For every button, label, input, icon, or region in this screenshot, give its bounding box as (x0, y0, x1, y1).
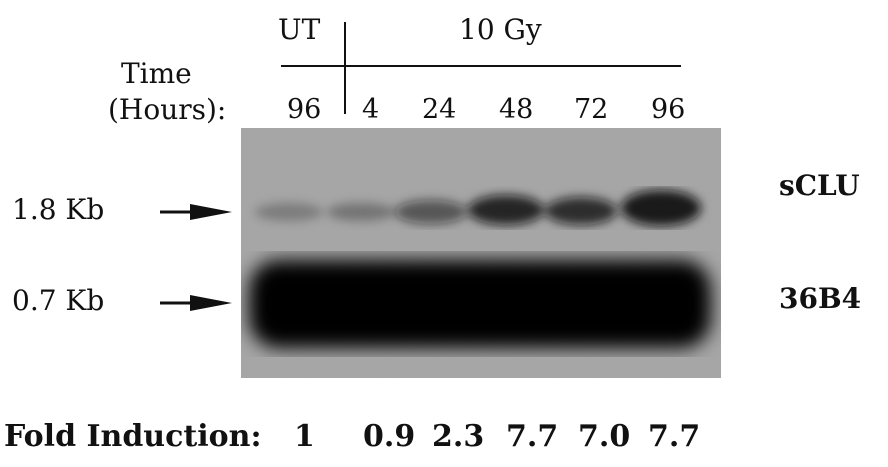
fold-value-4: 7.7 (506, 419, 559, 454)
lane-time-4: 48 (499, 94, 534, 125)
lane-time-3: 24 (422, 94, 457, 125)
fold-value-2: 0.9 (363, 419, 416, 454)
fold-value-5: 7.0 (578, 419, 631, 454)
fold-value-1: 1 (294, 419, 315, 454)
untreated-label: UT (278, 13, 321, 46)
time-label: Time (121, 57, 192, 90)
header-underline (281, 65, 681, 67)
fold-value-3: 2.3 (432, 419, 485, 454)
lane-time-6: 96 (651, 94, 686, 125)
marker-size-label-2: 0.7 Kb (12, 284, 105, 317)
arrow-right-icon (160, 204, 232, 220)
header-divider (344, 22, 346, 114)
band-label-1: sCLU (779, 169, 860, 202)
lane-time-1: 96 (287, 94, 322, 125)
fold-induction-label: Fold Induction: (4, 419, 262, 454)
arrow-right-icon (160, 295, 232, 311)
marker-size-label-1: 1.8 Kb (12, 193, 105, 226)
northern-blot-image (241, 128, 721, 378)
lane-time-5: 72 (574, 94, 609, 125)
fold-value-6: 7.7 (648, 419, 701, 454)
hours-label: (Hours): (108, 93, 227, 126)
lane-time-2: 4 (362, 94, 380, 125)
band-label-2: 36B4 (779, 282, 862, 315)
treated-label: 10 Gy (459, 13, 542, 46)
